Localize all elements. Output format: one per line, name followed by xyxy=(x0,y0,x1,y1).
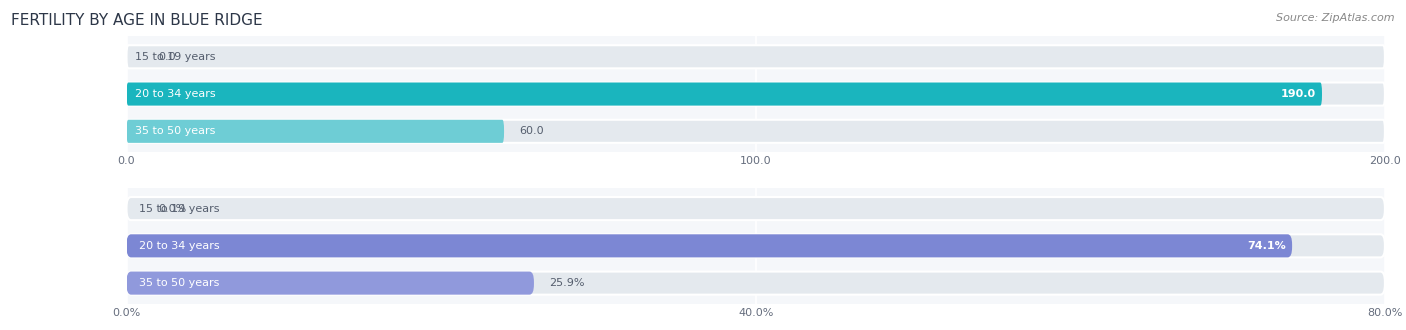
Text: Source: ZipAtlas.com: Source: ZipAtlas.com xyxy=(1277,13,1395,23)
Text: 0.0: 0.0 xyxy=(157,52,176,62)
Text: 35 to 50 years: 35 to 50 years xyxy=(135,126,215,136)
Text: 60.0: 60.0 xyxy=(519,126,544,136)
FancyBboxPatch shape xyxy=(127,272,1385,295)
Text: 20 to 34 years: 20 to 34 years xyxy=(135,89,215,99)
Text: 35 to 50 years: 35 to 50 years xyxy=(139,278,219,288)
Text: 0.0%: 0.0% xyxy=(157,204,186,214)
Text: FERTILITY BY AGE IN BLUE RIDGE: FERTILITY BY AGE IN BLUE RIDGE xyxy=(11,13,263,28)
FancyBboxPatch shape xyxy=(127,234,1385,257)
FancyBboxPatch shape xyxy=(127,82,1385,106)
FancyBboxPatch shape xyxy=(127,82,1322,106)
FancyBboxPatch shape xyxy=(127,120,1385,143)
FancyBboxPatch shape xyxy=(127,234,1292,257)
FancyBboxPatch shape xyxy=(127,45,1385,68)
Text: 15 to 19 years: 15 to 19 years xyxy=(139,204,219,214)
Text: 190.0: 190.0 xyxy=(1281,89,1316,99)
Text: 15 to 19 years: 15 to 19 years xyxy=(135,52,215,62)
Text: 74.1%: 74.1% xyxy=(1247,241,1286,251)
Text: 20 to 34 years: 20 to 34 years xyxy=(139,241,221,251)
FancyBboxPatch shape xyxy=(127,120,505,143)
Text: 25.9%: 25.9% xyxy=(548,278,585,288)
FancyBboxPatch shape xyxy=(127,197,1385,220)
FancyBboxPatch shape xyxy=(127,272,534,295)
